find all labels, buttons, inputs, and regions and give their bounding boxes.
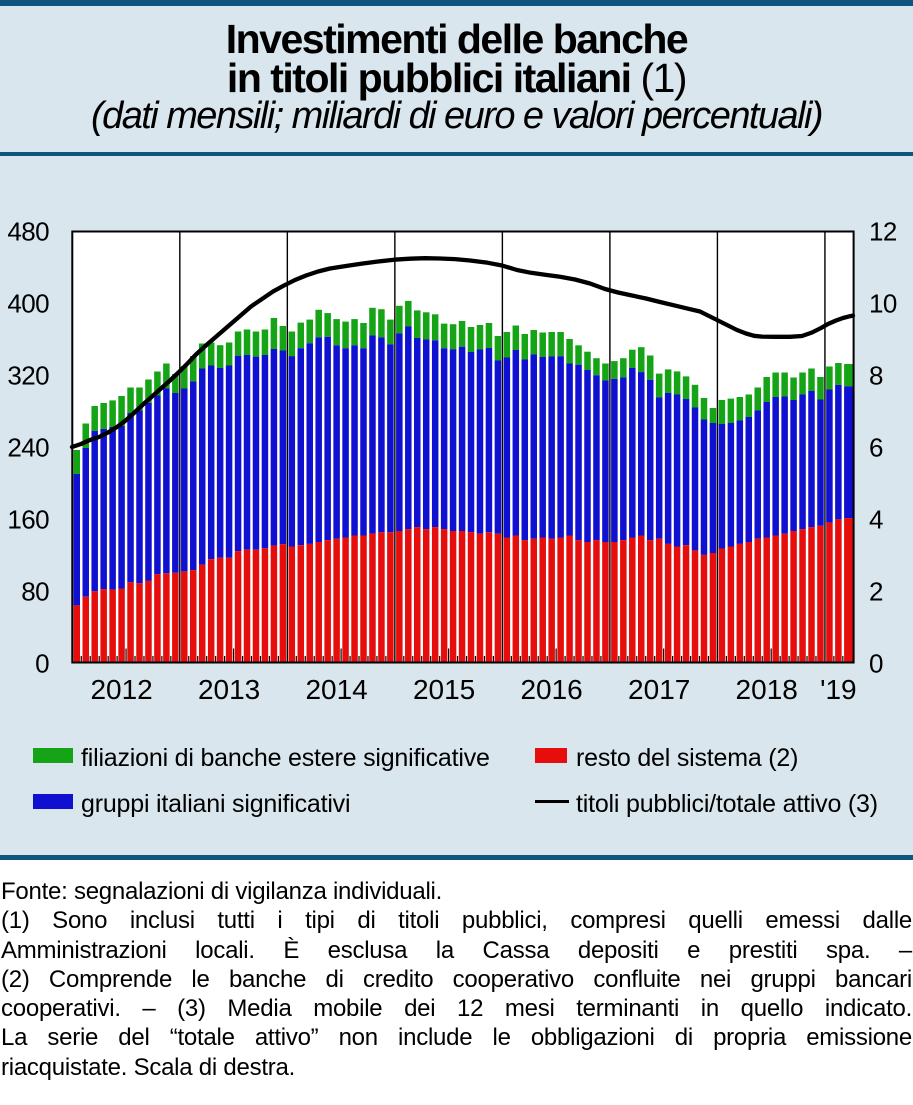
- svg-text:2018: 2018: [736, 674, 798, 705]
- svg-text:320: 320: [7, 360, 49, 390]
- svg-text:400: 400: [7, 288, 49, 318]
- svg-text:6: 6: [869, 432, 883, 462]
- svg-text:2015: 2015: [413, 674, 475, 705]
- svg-text:'19: '19: [820, 674, 857, 705]
- svg-text:8: 8: [869, 360, 883, 390]
- svg-text:4: 4: [869, 504, 883, 534]
- svg-text:0: 0: [35, 648, 49, 678]
- svg-text:0: 0: [869, 648, 883, 678]
- svg-text:2013: 2013: [198, 674, 260, 705]
- svg-text:2016: 2016: [520, 674, 582, 705]
- svg-text:160: 160: [7, 504, 49, 534]
- svg-text:2017: 2017: [628, 674, 690, 705]
- svg-text:2014: 2014: [305, 674, 367, 705]
- svg-text:2: 2: [869, 576, 883, 606]
- svg-text:240: 240: [7, 432, 49, 462]
- svg-text:12: 12: [869, 216, 897, 246]
- svg-text:2012: 2012: [90, 674, 152, 705]
- svg-text:10: 10: [869, 288, 897, 318]
- svg-text:480: 480: [7, 216, 49, 246]
- svg-text:80: 80: [21, 576, 49, 606]
